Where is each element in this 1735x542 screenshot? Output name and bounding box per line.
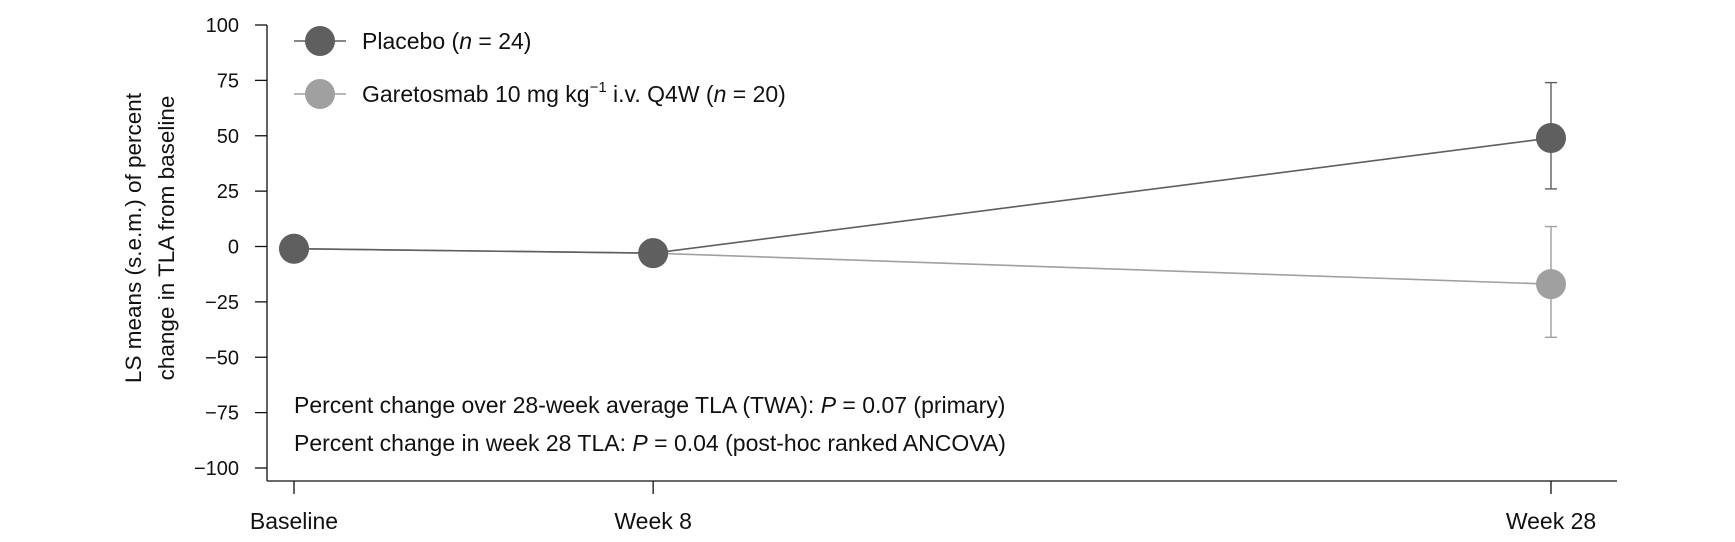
- annotation-twa: Percent change over 28-week average TLA …: [294, 392, 1005, 418]
- y-tick-label: −75: [205, 403, 239, 425]
- legend-marker-garetosmab: [305, 79, 335, 109]
- x-tick-label: Week 8: [614, 508, 692, 534]
- y-axis-label-line1: LS means (s.e.m.) of percent: [121, 92, 146, 383]
- series-line: [293, 247, 1552, 285]
- data-point: [638, 238, 669, 269]
- legend: Placebo (n = 24) Garetosmab 10 mg kg−1 i…: [294, 26, 786, 109]
- data-point: [279, 233, 309, 264]
- legend-garetosmab-name: Garetosmab 10 mg kg: [362, 81, 590, 107]
- y-tick-label: 75: [217, 70, 239, 92]
- y-tick-label: 25: [217, 181, 239, 203]
- legend-placebo-n-value: = 24): [478, 28, 531, 54]
- legend-placebo-name: Placebo: [362, 28, 445, 54]
- legend-garetosmab-suffix: i.v. Q4W (: [607, 81, 714, 107]
- legend-item-garetosmab: Garetosmab 10 mg kg−1 i.v. Q4W (n = 20): [294, 79, 786, 109]
- annotations: Percent change over 28-week average TLA …: [294, 392, 1006, 456]
- legend-placebo-n: n: [459, 28, 472, 54]
- y-axis-label: LS means (s.e.m.) of percent change in T…: [121, 92, 179, 383]
- y-axis-label-line2: change in TLA from baseline: [154, 96, 179, 381]
- series-placebo: [279, 81, 1566, 269]
- data-point: [1536, 122, 1566, 153]
- legend-text-placebo: Placebo (n = 24): [362, 28, 531, 54]
- y-tick-label: 100: [206, 15, 239, 37]
- legend-garetosmab-n-value: = 20): [733, 81, 786, 107]
- legend-item-placebo: Placebo (n = 24): [294, 26, 531, 56]
- legend-garetosmab-superscript: −1: [590, 79, 607, 96]
- y-tick-label: −25: [205, 292, 239, 314]
- data-point: [1536, 269, 1566, 300]
- legend-marker-placebo: [305, 26, 335, 56]
- x-tick-label: Baseline: [250, 508, 338, 534]
- x-tick-label: Week 28: [1506, 508, 1596, 534]
- legend-text-garetosmab: Garetosmab 10 mg kg−1 i.v. Q4W (n = 20): [362, 79, 786, 107]
- y-tick-label: 50: [217, 126, 239, 148]
- y-tick-label: −50: [205, 347, 239, 369]
- series-garetosmab: [279, 225, 1566, 339]
- y-tick-label: 0: [228, 237, 239, 259]
- annotation-week28: Percent change in week 28 TLA: P = 0.04 …: [294, 430, 1006, 456]
- legend-garetosmab-n: n: [714, 81, 727, 107]
- y-tick-label: −100: [194, 458, 239, 480]
- series-line: [293, 137, 1552, 254]
